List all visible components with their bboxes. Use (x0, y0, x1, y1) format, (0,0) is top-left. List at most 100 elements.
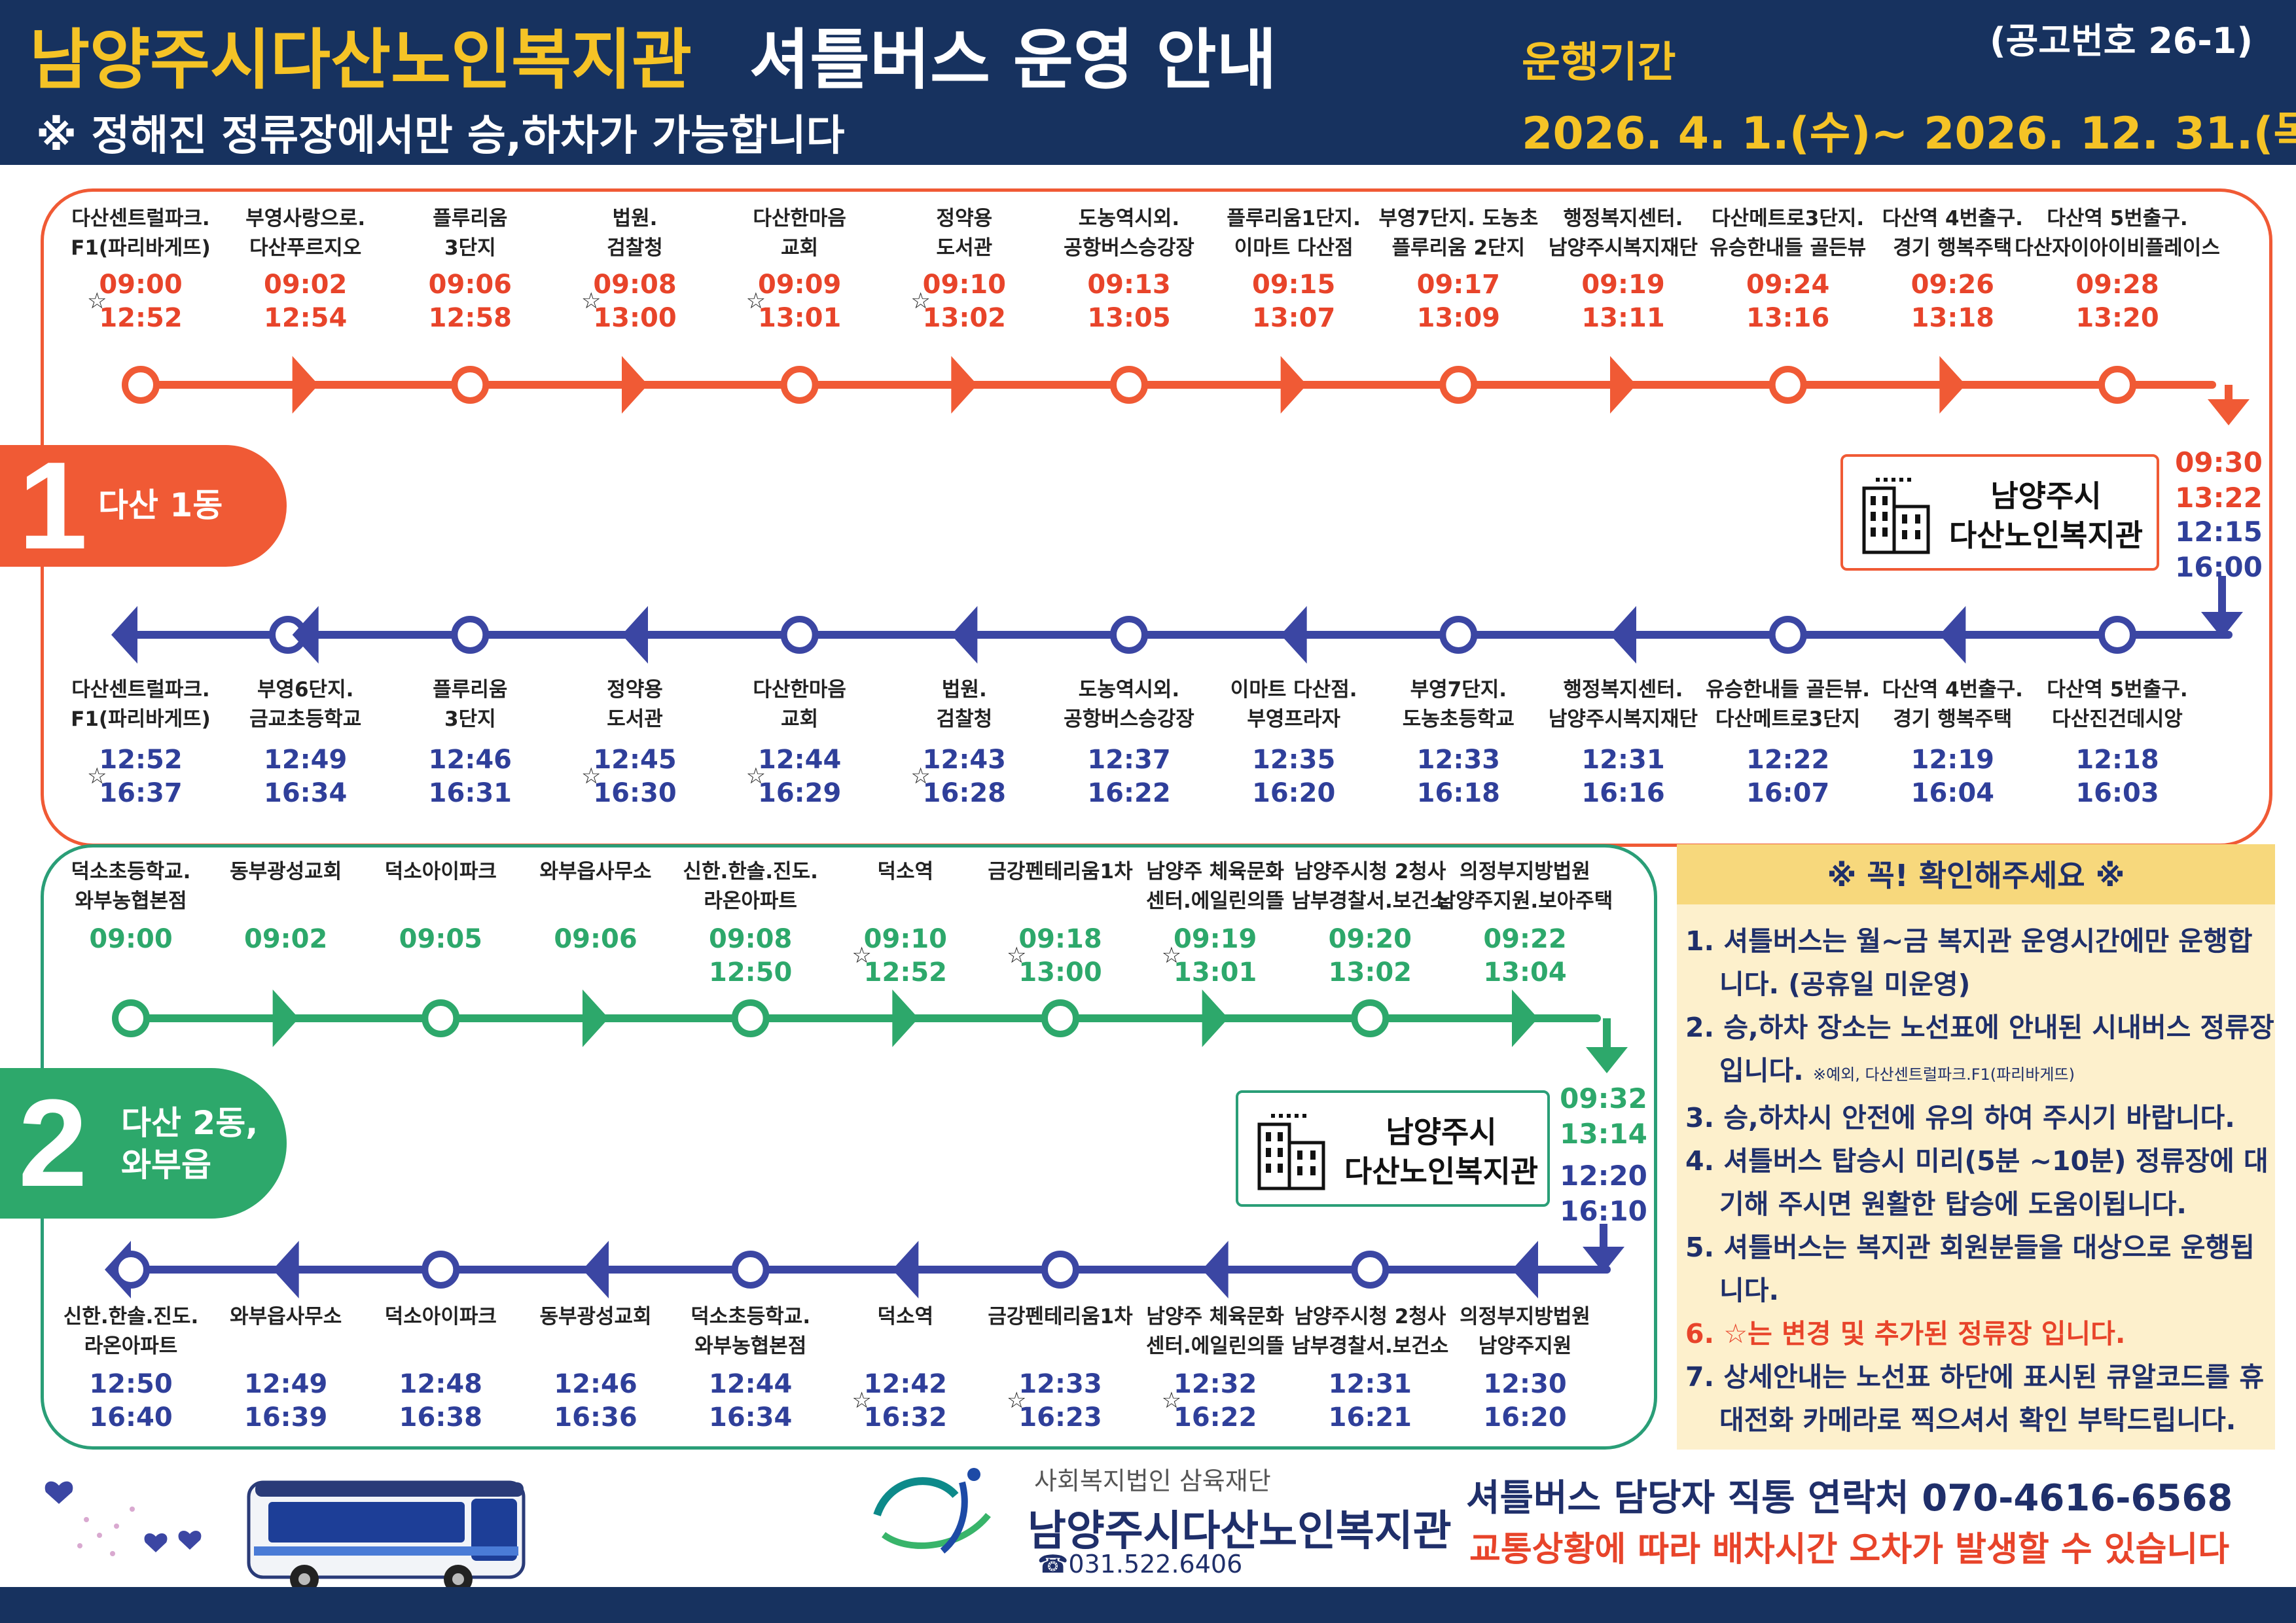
check-item-note: ※예외, 다산센트럴파크.F1(파리바게뜨) (1813, 1065, 2075, 1084)
departure-time: 09:15 (1251, 270, 1336, 300)
departure-time: 12:42 (863, 1369, 947, 1399)
stop-marker (2098, 366, 2136, 404)
arrow-right-icon (1202, 990, 1229, 1047)
stop-times: 09:18 13:00 (1018, 923, 1102, 990)
check-item: 3. 승,하차시 안전에 유의 하여 주시기 바랍니다. (1685, 1096, 2274, 1139)
stop-times: 09:22 13:04 (1483, 923, 1566, 990)
stop-name: 금강펜테리움1차 (988, 860, 1133, 883)
departure-time: 09:13 (1087, 270, 1171, 300)
stop-name: 덕소역 (877, 860, 934, 883)
arrow-left-icon (1202, 1241, 1229, 1298)
departure-time: 13:01 (757, 303, 842, 333)
departure-time: 13:02 (1328, 957, 1412, 988)
departure-time: 13:01 (1173, 957, 1257, 988)
stop-marker (1041, 999, 1079, 1037)
stop-times: 09:06 12:58 (429, 268, 512, 335)
arrow-right-icon (1280, 356, 1307, 414)
route2-badge: 2 다산 2동, 와부읍 (0, 1068, 287, 1219)
route2-area-label: 다산 2동, 와부읍 (121, 1104, 259, 1184)
stop-marker (1768, 616, 1807, 654)
stop-name: 다산한마음 교회 (753, 207, 846, 260)
stop-times: 09:24 13:16 (1746, 268, 1829, 335)
departure-time: 09:08 (593, 270, 677, 300)
departure-time: 13:00 (1018, 957, 1102, 988)
departure-time: 16:31 (428, 778, 512, 808)
arrow-right-icon (583, 990, 609, 1047)
departure-time: 12:18 (2075, 745, 2159, 775)
stop-marker (731, 1251, 770, 1289)
traffic-warning: 교통상황에 따라 배차시간 오차가 발생할 수 있습니다 (1469, 1530, 2230, 1569)
departure-time: 09:19 (1173, 924, 1257, 954)
stop-name: 남양주 체육문화 센터.에일린의뜰 (1145, 1305, 1285, 1358)
star-icon: ☆ (87, 288, 107, 314)
stop-name: 부영6단지. 금교초등학교 (249, 678, 362, 731)
star-icon: ☆ (745, 288, 766, 314)
hub-time: 09:32 (1560, 1082, 1647, 1115)
stop-marker (112, 1251, 150, 1289)
departure-time: 12:46 (554, 1369, 637, 1399)
departure-time: 09:06 (554, 924, 637, 954)
departure-time: 12:58 (428, 303, 512, 333)
departure-time: 13:02 (922, 303, 1006, 333)
check-item: 5. 셔틀버스는 복지관 회원분들을 대상으로 운행됩니다. (1685, 1226, 2274, 1312)
arrow-right-icon (892, 990, 919, 1047)
departure-time: 12:31 (1581, 745, 1665, 775)
stop-times: 12:31 16:21 (1329, 1368, 1412, 1435)
stop-marker (122, 366, 160, 404)
stop-marker (451, 366, 490, 404)
stop-times: 12:31 16:16 (1581, 743, 1664, 810)
stop-times: 09:10 12:52 (864, 923, 947, 990)
stop-times: 12:22 16:07 (1746, 743, 1829, 810)
arrow-left-icon (1610, 606, 1636, 664)
arrow-left-icon (892, 1241, 919, 1298)
route1-badge: 1 다산 1동 (0, 437, 287, 575)
stop-times: 12:45 16:30 (593, 743, 676, 810)
departure-time: 16:39 (243, 1402, 328, 1433)
departure-time: 16:20 (1251, 778, 1336, 808)
stop-times: 12:46 16:31 (429, 743, 512, 810)
stop-name: 부영7단지. 도농초등학교 (1402, 678, 1515, 731)
stop-name: 다산센트럴파크. F1(파리바게뜨) (71, 678, 211, 731)
departure-time: 12:50 (708, 957, 793, 988)
org-name: 남양주시다산노인복지관 (1028, 1507, 1452, 1556)
route2-number: 2 (18, 1074, 88, 1213)
stop-times: 09:00 (89, 923, 172, 956)
departure-time: 16:38 (399, 1402, 482, 1433)
check-item-text: 4. 셔틀버스 탑승시 미리(5분 ~10분) 정류장에 대기해 주시면 원활한… (1685, 1145, 2269, 1220)
stop-times: 09:13 13:05 (1087, 268, 1170, 335)
notice-number: (공고번호 26-1) (1990, 20, 2253, 62)
stop-name: 와부읍사무소 (230, 1305, 342, 1329)
stop-name: 덕소아이파크 (384, 1305, 497, 1329)
stop-name: 다산메트로3단지. 유승한내들 골든뷰 (1710, 207, 1867, 260)
departure-time: 09:17 (1416, 270, 1500, 300)
stop-times: 12:44 16:34 (709, 1368, 792, 1435)
arrow-down-icon (1583, 1247, 1624, 1273)
stop-times: 12:49 16:34 (264, 743, 347, 810)
stop-name: 유승한내들 골든뷰. 다산메트로3단지 (1706, 678, 1871, 731)
stop-times: 12:52 16:37 (99, 743, 182, 810)
boarding-notice: ※ 정해진 정류장에서만 승,하차가 가능합니다 (36, 112, 845, 160)
star-icon: ☆ (852, 942, 872, 969)
stop-name: 의정부지방법원 남양주지원.보아주택 (1437, 860, 1613, 913)
departure-time: 12:52 (99, 745, 183, 775)
hub-time: 16:10 (1560, 1195, 1647, 1227)
departure-time: 16:20 (1483, 1402, 1567, 1433)
stop-times: 12:18 16:03 (2075, 743, 2159, 810)
departure-time: 12:46 (428, 745, 512, 775)
contact-line: 셔틀버스 담당자 직통 연락처 070-4616-6568 (1466, 1477, 2233, 1520)
star-icon: ☆ (1161, 942, 1182, 969)
stop-marker (422, 999, 460, 1037)
arrow-left-icon (111, 606, 137, 664)
page-title: 남양주시다산노인복지관 (29, 22, 692, 98)
departure-time: 12:44 (708, 1369, 793, 1399)
departure-time: 09:02 (263, 270, 348, 300)
stop-marker (780, 366, 819, 404)
star-icon: ☆ (910, 288, 931, 314)
footer-band (0, 1587, 2296, 1623)
stop-times: 12:48 16:38 (399, 1368, 482, 1435)
departure-time: 13:16 (1746, 303, 1830, 333)
arrow-left-icon (951, 606, 978, 664)
org-logo (873, 1468, 991, 1554)
departure-time: 12:19 (1910, 745, 1994, 775)
departure-time: 16:36 (554, 1402, 637, 1433)
